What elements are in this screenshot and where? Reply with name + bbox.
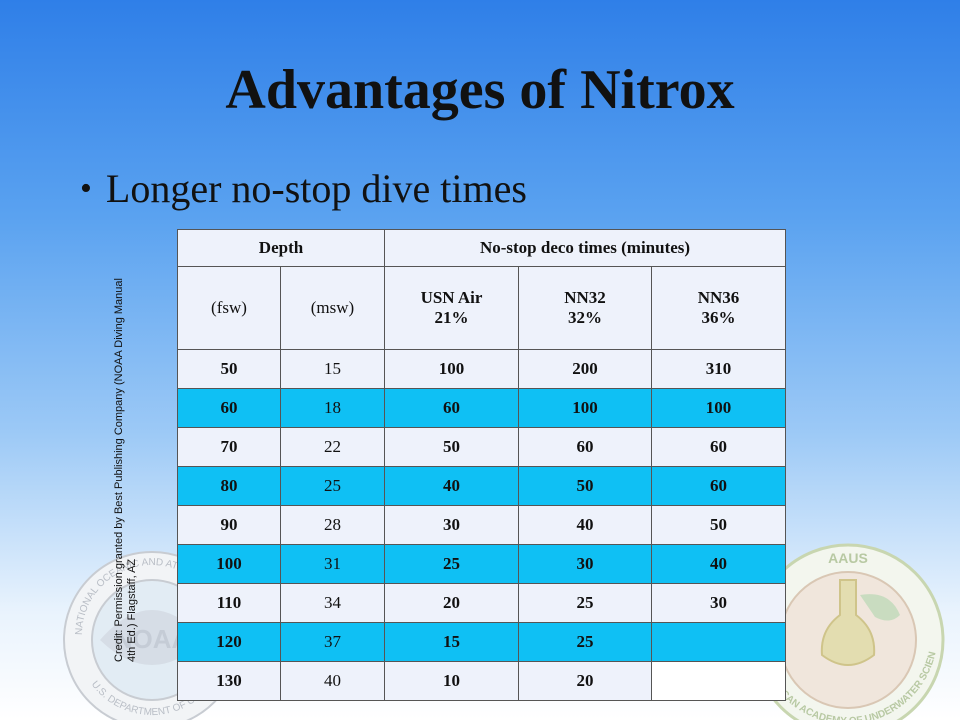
- subheader-usn-air-pct: 21%: [434, 308, 469, 327]
- table-row: 60 18 60 100 100: [177, 388, 787, 428]
- subheader-usn-air-name: USN Air: [420, 288, 483, 307]
- subheader-nn32: NN32 32%: [518, 266, 652, 350]
- cell-fsw: 90: [177, 505, 281, 545]
- subheader-nn36-name: NN36: [697, 288, 740, 307]
- subheader-fsw: (fsw): [177, 266, 281, 350]
- cell-msw: 28: [280, 505, 385, 545]
- cell-msw: 15: [280, 349, 385, 389]
- credit-line-2: 4th Ed.) Flagstaff, AZ: [126, 558, 138, 662]
- cell-nn32: 25: [518, 583, 652, 623]
- cell-nn32: 60: [518, 427, 652, 467]
- table-row: 50 15 100 200 310: [177, 349, 787, 389]
- table-row: 70 22 50 60 60: [177, 427, 787, 467]
- subheader-msw: (msw): [280, 266, 385, 350]
- cell-nn32: 40: [518, 505, 652, 545]
- cell-nn32: 30: [518, 544, 652, 584]
- cell-fsw: 100: [177, 544, 281, 584]
- no-stop-times-table: Depth No-stop deco times (minutes) (fsw)…: [177, 229, 787, 701]
- cell-nn36: [650, 622, 787, 662]
- subheader-usn-air: USN Air 21%: [384, 266, 519, 350]
- table-row: 110 34 20 25 30: [177, 583, 787, 623]
- table-subheader-row: (fsw) (msw) USN Air 21% NN32 32% NN36 36…: [177, 266, 787, 350]
- cell-air: 15: [384, 622, 519, 662]
- table-row: 130 40 10 20: [177, 661, 787, 701]
- cell-msw: 18: [280, 388, 385, 428]
- bullet-item: • Longer no-stop dive times: [80, 165, 527, 212]
- table-row: 90 28 30 40 50: [177, 505, 787, 545]
- cell-nn36: 100: [650, 388, 787, 428]
- subheader-nn32-pct: 32%: [568, 308, 602, 327]
- cell-fsw: 130: [177, 661, 281, 701]
- cell-nn32: 200: [518, 349, 652, 389]
- cell-nn36: 60: [650, 427, 787, 467]
- cell-air: 50: [384, 427, 519, 467]
- subheader-nn36: NN36 36%: [650, 266, 787, 350]
- cell-air: 100: [384, 349, 519, 389]
- cell-nn32: 100: [518, 388, 652, 428]
- cell-msw: 40: [280, 661, 385, 701]
- cell-nn36: 50: [650, 505, 787, 545]
- cell-air: 10: [384, 661, 519, 701]
- cell-msw: 31: [280, 544, 385, 584]
- cell-fsw: 60: [177, 388, 281, 428]
- cell-fsw: 50: [177, 349, 281, 389]
- cell-nn36: 310: [650, 349, 787, 389]
- table-row: 120 37 15 25: [177, 622, 787, 662]
- cell-air: 20: [384, 583, 519, 623]
- credit-note: Credit: Permission granted by Best Publi…: [113, 242, 139, 662]
- bullet-dot-icon: •: [80, 169, 92, 207]
- credit-line-1: Credit: Permission granted by Best Publi…: [113, 278, 125, 662]
- cell-msw: 25: [280, 466, 385, 506]
- cell-nn32: 25: [518, 622, 652, 662]
- cell-air: 25: [384, 544, 519, 584]
- header-no-stop-times: No-stop deco times (minutes): [383, 229, 787, 267]
- cell-fsw: 80: [177, 466, 281, 506]
- subheader-nn36-pct: 36%: [701, 308, 736, 327]
- cell-air: 40: [384, 466, 519, 506]
- table-row: 100 31 25 30 40: [177, 544, 787, 584]
- slide-title: Advantages of Nitrox: [225, 59, 735, 121]
- header-depth: Depth: [177, 229, 385, 267]
- bullet-text: Longer no-stop dive times: [105, 166, 527, 211]
- cell-fsw: 70: [177, 427, 281, 467]
- cell-nn36: [650, 661, 787, 701]
- aaus-top-text: AAUS: [828, 550, 868, 566]
- cell-nn36: 30: [650, 583, 787, 623]
- cell-fsw: 120: [177, 622, 281, 662]
- cell-msw: 37: [280, 622, 385, 662]
- cell-air: 60: [384, 388, 519, 428]
- table-header-row: Depth No-stop deco times (minutes): [177, 229, 787, 267]
- cell-msw: 34: [280, 583, 385, 623]
- cell-nn36: 40: [650, 544, 787, 584]
- cell-msw: 22: [280, 427, 385, 467]
- cell-fsw: 110: [177, 583, 281, 623]
- cell-nn32: 50: [518, 466, 652, 506]
- cell-nn36: 60: [650, 466, 787, 506]
- cell-nn32: 20: [518, 661, 652, 701]
- subheader-nn32-name: NN32: [564, 288, 606, 307]
- cell-air: 30: [384, 505, 519, 545]
- table-row: 80 25 40 50 60: [177, 466, 787, 506]
